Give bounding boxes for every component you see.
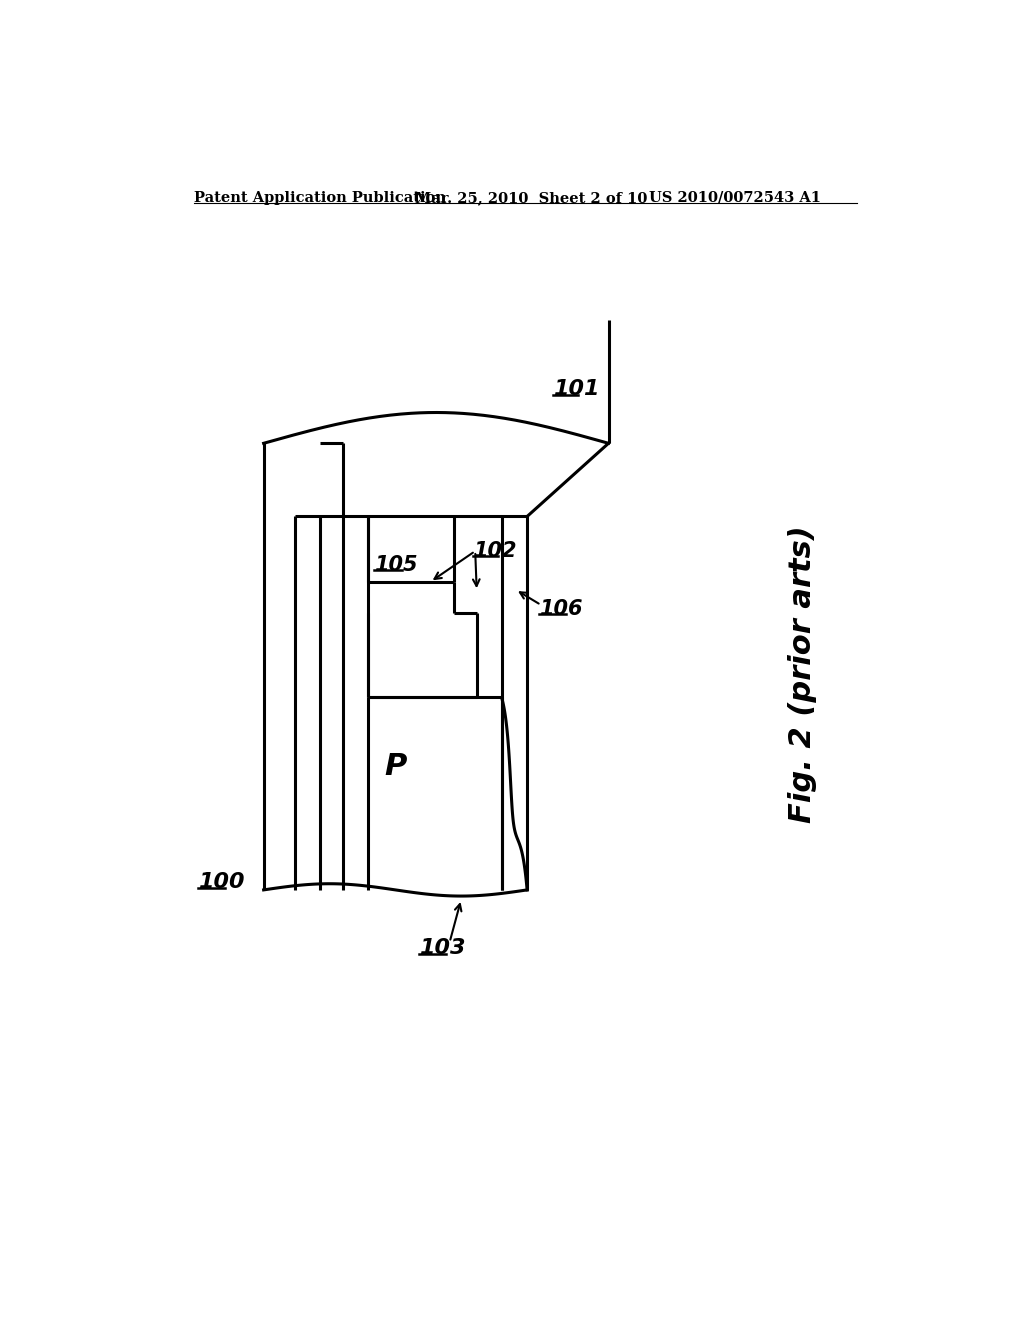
Text: 103: 103 bbox=[419, 937, 465, 957]
Text: Mar. 25, 2010  Sheet 2 of 10: Mar. 25, 2010 Sheet 2 of 10 bbox=[415, 191, 647, 205]
Text: 101: 101 bbox=[553, 379, 599, 400]
Text: 106: 106 bbox=[539, 599, 583, 619]
Text: 105: 105 bbox=[375, 554, 418, 576]
Text: P: P bbox=[384, 752, 407, 781]
Text: Fig. 2 (prior arts): Fig. 2 (prior arts) bbox=[787, 525, 817, 824]
Text: 100: 100 bbox=[198, 873, 245, 892]
Text: US 2010/0072543 A1: US 2010/0072543 A1 bbox=[649, 191, 821, 205]
Text: Patent Application Publication: Patent Application Publication bbox=[194, 191, 445, 205]
Text: 102: 102 bbox=[473, 541, 516, 561]
